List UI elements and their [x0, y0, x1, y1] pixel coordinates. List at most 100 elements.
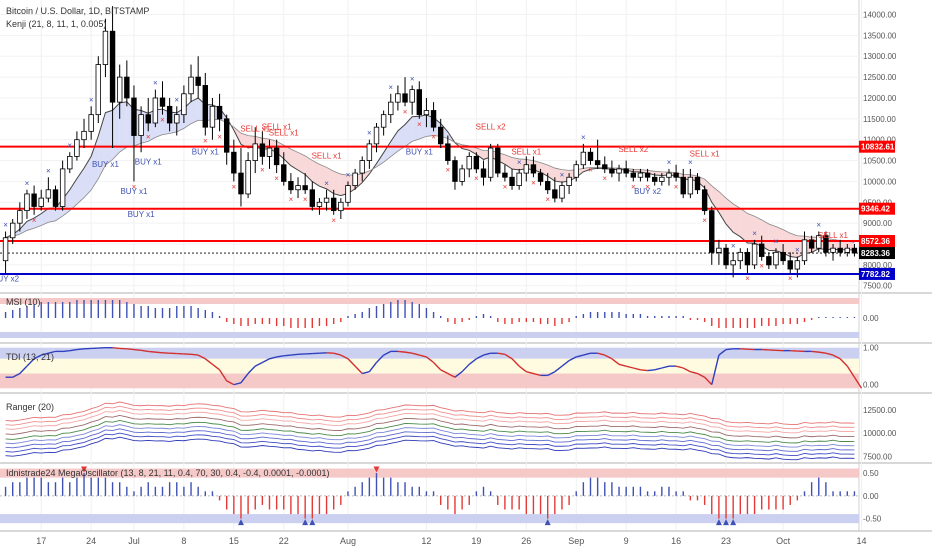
candle-body: [388, 102, 393, 115]
candle-body: [774, 252, 779, 265]
candle-body: [752, 244, 757, 265]
candle-body: [331, 198, 336, 211]
kenji-legend: Kenji (21, 8, 11, 1, 0.005): [6, 19, 106, 29]
sell-cross-mark: ×: [260, 166, 265, 175]
candle-body: [182, 94, 187, 115]
candle-body: [588, 152, 593, 160]
candle-body: [117, 77, 122, 102]
sell-cross-mark: ×: [588, 166, 593, 175]
buy-cross-mark: ×: [774, 237, 779, 246]
candle-body: [845, 248, 850, 252]
candle-body: [438, 127, 443, 144]
buy-cross-mark: ×: [346, 170, 351, 179]
candle-body: [724, 248, 729, 265]
sell-cross-mark: ×: [702, 216, 707, 225]
candle-body: [96, 65, 101, 115]
cloud-segment: [105, 110, 112, 165]
price-tick-label: 10000.00: [863, 177, 897, 186]
buy-cross-mark: ×: [367, 129, 372, 138]
sell-signal-label: SELL x1: [690, 149, 720, 158]
buy-cross-mark: ×: [795, 246, 800, 255]
buy-signal-label: BUY x1: [120, 187, 148, 196]
candle-body: [296, 186, 301, 190]
buy-cross-mark: ×: [25, 179, 30, 188]
candle-body: [695, 177, 700, 190]
candle-body: [460, 169, 465, 182]
sell-cross-mark: ×: [160, 116, 165, 125]
sell-cross-mark: ×: [445, 166, 450, 175]
buy-signal-label: BUY x2: [0, 275, 20, 284]
buy-cross-mark: ×: [67, 141, 72, 150]
cloud-segment: [191, 98, 198, 124]
candle-body: [652, 177, 657, 181]
tdi-line-segment: [640, 370, 647, 371]
msi-tick-label: 0.00: [863, 314, 879, 323]
tdi-tick-label: 1.00: [863, 344, 879, 353]
buy-signal-label: BUY x2: [634, 187, 662, 196]
buy-cross-mark: ×: [581, 133, 586, 142]
candle-body: [146, 115, 151, 123]
time-tick-label: Jul: [128, 536, 140, 546]
sell-signal-label: SELL x2: [476, 122, 506, 131]
candle-body: [538, 173, 543, 181]
sell-cross-mark: ×: [217, 132, 222, 141]
time-tick-label: 9: [624, 536, 629, 546]
buy-cross-mark: ×: [388, 83, 393, 92]
sell-cross-mark: ×: [759, 262, 764, 271]
mega-lower-band: [0, 514, 859, 523]
sell-cross-mark: ×: [788, 274, 793, 283]
candle-body: [838, 248, 843, 252]
sell-signal-label: SELL x1: [818, 231, 848, 240]
time-tick-label: Sep: [568, 536, 584, 546]
time-tick-label: 14: [857, 536, 867, 546]
candle-body: [210, 106, 215, 127]
sell-cross-mark: ×: [403, 107, 408, 116]
time-tick-label: 24: [86, 536, 96, 546]
tdi-line-segment: [134, 350, 141, 351]
candle-body: [788, 261, 793, 269]
buy-signal-label: BUY x1: [135, 158, 163, 167]
candle-body: [852, 248, 857, 253]
candle-body: [503, 173, 508, 177]
candle-body: [167, 106, 172, 123]
candle-body: [396, 94, 401, 102]
candle-body: [18, 211, 23, 224]
time-tick-label: 23: [721, 536, 731, 546]
candle-body: [617, 169, 622, 173]
candle-body: [317, 202, 322, 206]
buy-cross-mark: ×: [174, 95, 179, 104]
price-tick-label: 11500.00: [863, 115, 896, 124]
msi-legend: MSI (10): [6, 297, 41, 307]
candle-body: [110, 31, 115, 102]
price-tick-label: 12000.00: [863, 94, 897, 103]
tdi-line-segment: [63, 351, 70, 352]
candle-body: [795, 261, 800, 269]
candle-body: [595, 161, 600, 165]
candle-body: [831, 248, 836, 252]
candle-body: [610, 169, 615, 173]
ranger-legend: Ranger (20): [6, 402, 54, 412]
time-tick-label: 12: [421, 536, 431, 546]
candle-body: [3, 238, 8, 261]
buy-signal-label: BUY x1: [192, 147, 220, 156]
buy-cross-mark: ×: [517, 158, 522, 167]
candle-body: [709, 211, 714, 253]
sell-cross-mark: ×: [231, 182, 236, 191]
price-tick-label: 13500.00: [863, 31, 897, 40]
tdi-line-segment: [155, 352, 162, 353]
sell-cross-mark: ×: [602, 174, 607, 183]
candle-body: [731, 261, 736, 265]
candle-body: [203, 85, 208, 127]
candle-body: [367, 144, 372, 161]
candle-body: [281, 165, 286, 182]
candle-body: [802, 240, 807, 261]
candle-body: [132, 98, 137, 136]
mega-tick-label: 0.00: [863, 492, 879, 501]
cloud-segment: [120, 102, 127, 152]
tdi-mid-band: [0, 359, 859, 374]
tdi-line-segment: [77, 349, 84, 350]
sell-signal-label: SELL x1: [269, 129, 299, 138]
tdi-line-segment: [148, 351, 155, 352]
buy-cross-mark: ×: [731, 241, 736, 250]
candle-body: [82, 131, 87, 139]
